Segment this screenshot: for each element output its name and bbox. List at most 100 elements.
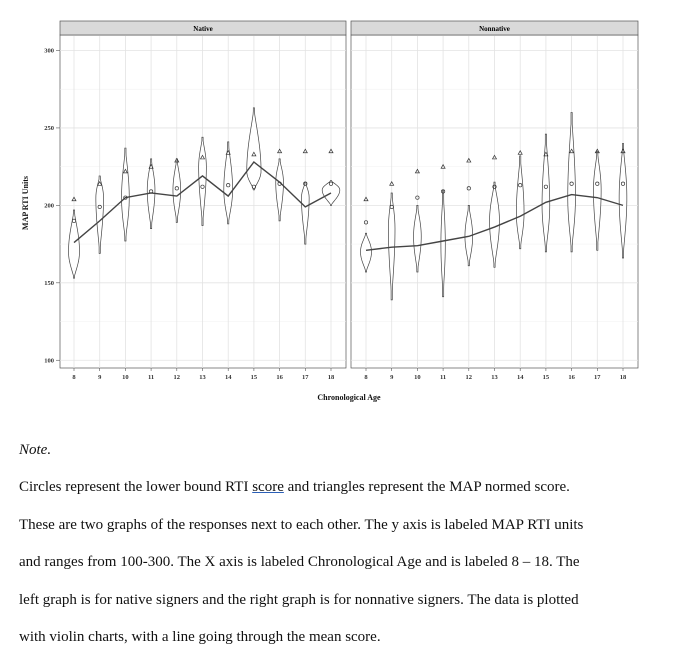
lower-bound-circle [149,189,154,194]
x-tick-label: 13 [491,374,498,381]
mean-line [365,193,624,251]
y-tick-label: 250 [44,125,54,132]
x-tick-label: 8 [72,374,76,381]
lower-bound-circle [569,181,574,186]
map-normed-triangle [389,180,395,186]
map-normed-triangle [302,148,308,154]
lower-bound-circle [303,181,308,186]
violin [618,143,628,259]
lower-bound-circle [415,195,420,200]
map-normed-triangle [517,149,523,155]
note-line-1-end: and triangles represent the MAP normed s… [283,479,570,496]
lower-bound-circle [277,181,282,186]
x-tick-label: 11 [440,374,446,381]
violin [68,209,80,279]
lower-bound-circle [328,181,334,186]
map-normed-triangle [363,196,369,202]
violin [172,158,182,223]
x-axis-title: Chronological Age [317,393,381,402]
violin [301,181,310,245]
lower-bound-circle [620,181,626,186]
map-normed-triangle [328,148,334,154]
lower-bound-circle [251,184,256,189]
note-line-2: These are two graphs of the responses ne… [19,516,584,533]
lower-bound-circle [97,204,102,209]
lower-bound-circle [466,186,471,191]
panel-nonnative: Nonnative 8 9 10 11 12 13 14 15 16 17 18 [350,20,639,381]
mean-line [73,161,332,244]
violin-chart: Native 8 9 10 11 12 13 14 15 16 17 18 Nonnative 8 9 10… [21,20,639,402]
y-tick-label: 150 [44,280,54,287]
violin [464,205,474,267]
violin [121,147,130,242]
violin [275,158,284,222]
violin [223,141,233,225]
lower-bound-circle [226,183,231,188]
map-normed-triangle [543,151,549,157]
note-line-1: Circles represent the lower bound RTI sc… [19,469,669,506]
x-tick-label: 17 [594,374,601,381]
note-underlined-word: score [252,479,284,496]
x-tick-label: 10 [122,374,129,381]
lower-bound-circle [492,184,497,189]
y-tick-label: 300 [44,48,54,55]
note-line-4: left graph is for native signers and the… [19,591,579,608]
map-normed-triangle [174,157,180,163]
panel-native: Native 8 9 10 11 12 13 14 15 16 17 18 [59,20,347,381]
lower-bound-circle [441,189,446,194]
x-tick-label: 15 [251,374,258,381]
map-normed-triangle [277,148,283,154]
note-line-5: with violin charts, with a line going th… [19,629,381,646]
note-section: Note. Circles represent the lower bound … [19,432,669,656]
note-title: Note. [19,442,52,458]
map-normed-triangle [414,168,420,174]
x-tick-label: 9 [98,374,102,381]
map-normed-triangle [97,180,103,186]
lower-bound-circle [174,186,179,191]
lower-bound-circle [543,184,548,189]
violin [440,189,446,298]
map-normed-triangle [148,163,154,169]
x-tick-label: 15 [543,374,550,381]
y-tick-label: 200 [44,203,54,210]
x-tick-label: 17 [302,374,309,381]
lower-bound-circle [123,195,128,200]
lower-bound-circle [595,181,600,186]
y-axis-title: MAP RTI Units [21,176,30,230]
strip-label: Native [193,25,212,33]
strip-header [59,20,347,36]
violin [246,107,262,191]
violin [489,181,500,268]
strip-label: Nonnative [479,25,510,33]
map-normed-triangle [594,148,600,154]
note-line-1-start: Circles represent the lower bound RTI [19,479,253,496]
map-normed-triangle [466,157,472,163]
x-tick-label: 14 [517,374,524,381]
violin [593,150,602,251]
x-tick-label: 13 [199,374,206,381]
violin [388,192,396,301]
map-normed-triangle [122,168,128,174]
map-normed-triangle [199,154,206,160]
x-tick-label: 8 [364,374,368,381]
map-normed-triangle [71,196,77,202]
x-tick-label: 14 [225,374,232,381]
violin [541,133,551,253]
y-tick-label: 100 [44,357,54,364]
x-tick-label: 16 [276,374,283,381]
lower-bound-circle [71,218,77,223]
violin [95,175,104,254]
map-normed-triangle [491,154,498,160]
map-normed-triangle [225,149,231,155]
strip-header [350,20,639,36]
x-tick-label: 12 [174,374,181,381]
x-tick-label: 12 [466,374,473,381]
x-tick-label: 18 [328,374,335,381]
map-normed-triangle [440,163,446,169]
map-normed-triangle [620,148,626,154]
violin [146,158,156,229]
violin [413,205,422,273]
lower-bound-circle [518,183,523,188]
lower-bound-circle [200,184,205,189]
x-tick-label: 16 [568,374,575,381]
